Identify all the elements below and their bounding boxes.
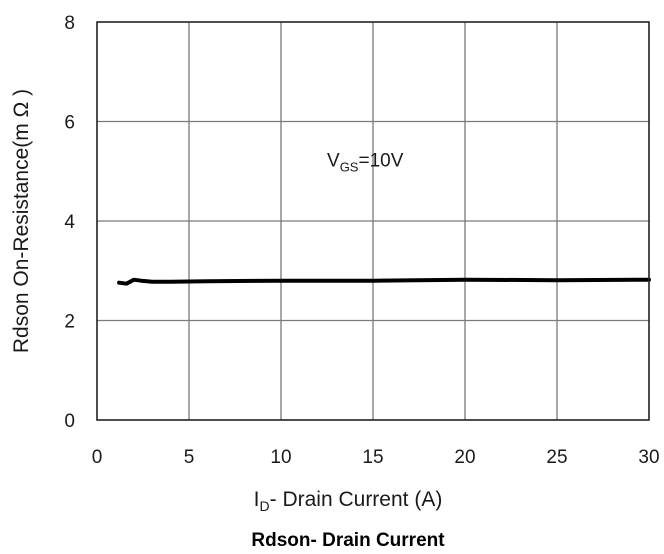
chart-title: Rdson- Drain Current xyxy=(251,530,445,551)
y-tick-label: 2 xyxy=(64,312,75,333)
x-tick-label: 10 xyxy=(270,447,291,468)
annotation-main: V xyxy=(327,150,340,171)
y-tick-labels: 0 2 4 6 8 xyxy=(64,13,75,432)
x-axis-title-rest: - Drain Current (A) xyxy=(270,488,443,511)
x-tick-label: 25 xyxy=(546,447,567,468)
x-axis-title-subscript: D xyxy=(260,498,270,514)
y-tick-label: 0 xyxy=(64,411,75,432)
series-line xyxy=(117,277,651,286)
x-axis-title: ID- Drain Current (A) xyxy=(254,488,443,514)
y-tick-label: 4 xyxy=(64,212,75,233)
grid xyxy=(97,22,649,420)
x-tick-label: 0 xyxy=(92,447,103,468)
annotation-subscript: GS xyxy=(340,159,359,174)
y-axis-title: Rdson On-Resistance(m Ω ) xyxy=(10,89,33,353)
x-tick-label: 15 xyxy=(362,447,383,468)
x-tick-labels: 0 5 10 15 20 25 30 xyxy=(92,447,660,468)
annotation-rest: =10V xyxy=(358,150,403,171)
y-tick-label: 6 xyxy=(64,113,75,134)
x-tick-label: 30 xyxy=(638,447,659,468)
x-tick-label: 5 xyxy=(184,447,195,468)
y-tick-label: 8 xyxy=(64,13,75,34)
x-tick-label: 20 xyxy=(454,447,475,468)
x-axis-title-main: I xyxy=(254,488,260,511)
annotation-label: VGS=10V xyxy=(327,150,404,174)
series-layer xyxy=(117,277,651,286)
plot-frame xyxy=(96,21,650,421)
